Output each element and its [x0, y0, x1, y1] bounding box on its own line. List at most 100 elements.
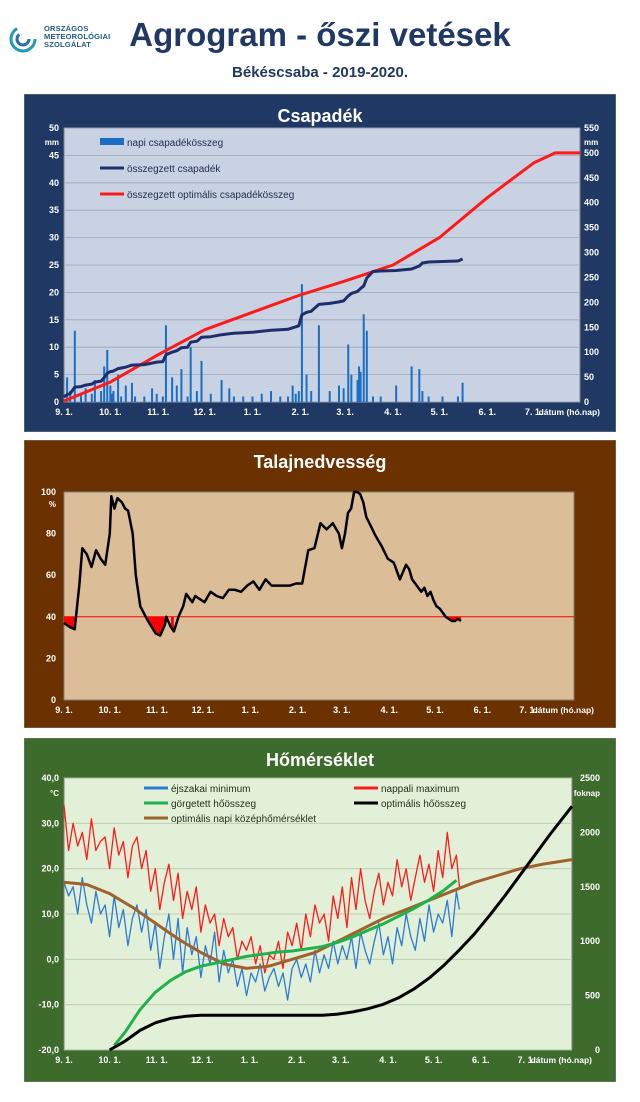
precip-y-tick-label: 35 [49, 205, 59, 215]
temp-y-tick-label: 10,0 [41, 909, 59, 919]
temp-y2-tick-label: 0 [595, 1045, 600, 1055]
precip-daily-bar [79, 393, 82, 402]
temp-x-axis-label: dátum (hó.nap) [531, 1055, 593, 1065]
soil-deficit-area [148, 616, 165, 636]
precip-daily-bar [130, 382, 133, 402]
precip-y-tick-label: 45 [49, 150, 59, 160]
temp-optimal-daily-mean-line [63, 858, 573, 970]
precip-daily-bar [106, 349, 109, 402]
temp-x-tick-label: 6. 1. [472, 1055, 490, 1065]
temp-y-tick-label: -10,0 [38, 1000, 59, 1010]
precip-y-tick-label: 40 [49, 178, 59, 188]
precip-daily-bar [342, 388, 345, 402]
precip-daily-bar [143, 396, 146, 402]
precip-y2-tick-label: 150 [584, 322, 599, 332]
soil-y-tick-label: 60 [46, 570, 56, 580]
precip-daily-bar [359, 371, 362, 402]
soil-x-tick-label: 7. 1. [519, 705, 537, 715]
precip-x-tick-label: 11. 1. [147, 407, 169, 417]
soil-x-tick-label: 6. 1. [474, 705, 492, 715]
precip-daily-bar [180, 369, 183, 402]
precip-y-tick-label: 25 [49, 260, 59, 270]
precip-daily-bar [418, 369, 421, 402]
logo-line-3: SZOLGÁLAT [44, 40, 92, 49]
temp-y2-tick-label: 2500 [580, 773, 600, 783]
precip-legend-label: összegzett optimális csapadékösszeg [127, 190, 294, 201]
precip-daily-bar [220, 380, 223, 402]
temp-legend-label: éjszakai minimum [171, 784, 250, 795]
precip-y-tick-label: 10 [49, 342, 59, 352]
precip-legend-swatch [100, 138, 124, 145]
precip-x-tick-label: 10. 1. [99, 407, 122, 417]
temperature-panel: Hőmérséklet 40,0 30,0 20,0 10,0 0,0 -10,0 -20,0… [23, 737, 617, 1083]
temp-y-tick-label: 20,0 [41, 864, 59, 874]
temp-x-tick-label: 11. 1. [146, 1055, 168, 1065]
soil-y-tick-label: 20 [46, 653, 56, 663]
precip-daily-bar [120, 396, 123, 402]
precip-daily-bar [200, 360, 203, 402]
precip-daily-bar [195, 391, 198, 402]
precip-daily-bar [155, 393, 158, 402]
logo-text: ORSZÁGOS METEOROLÓGIAI SZOLGÁLAT [44, 25, 110, 49]
precip-daily-bar [358, 366, 361, 402]
precip-daily-bar [164, 325, 167, 402]
soil-y-tick-label: 80 [46, 529, 56, 539]
precip-daily-bar [337, 385, 340, 402]
precip-daily-bar [294, 393, 297, 402]
precip-daily-bar [90, 393, 93, 402]
precip-daily-bar [379, 396, 382, 402]
precip-y2-tick-label: 0 [584, 397, 589, 407]
precip-y2-tick-label: 200 [584, 297, 599, 307]
soil-x-tick-label: 12. 1. [192, 705, 215, 715]
temp-legend-label: görgetett hőösszeg [171, 799, 256, 810]
soil-x-tick-label: 10. 1. [99, 705, 122, 715]
temp-y-tick-label: 0,0 [46, 954, 59, 964]
precip-x-tick-label: 3. 1. [336, 407, 354, 417]
precip-optimal-cumulative-line [63, 151, 580, 403]
precip-y2-tick-label: 100 [584, 347, 599, 357]
precip-y-tick-label: 30 [49, 233, 59, 243]
precip-daily-bar [124, 385, 127, 402]
precip-y-tick-label: 5 [54, 370, 59, 380]
precip-daily-bar [66, 377, 69, 402]
temp-x-tick-label: 4. 1. [379, 1055, 397, 1065]
precip-y2-tick-label: 250 [584, 272, 599, 282]
temp-y2-tick-label: 500 [585, 991, 600, 1001]
logo-line-1: ORSZÁGOS [44, 24, 89, 33]
precip-y-tick-label: 15 [49, 315, 59, 325]
page-subtitle: Békéscsaba - 2019-2020. [232, 64, 408, 81]
precip-x-tick-label: 9. 1. [55, 407, 73, 417]
soil-x-tick-label: 5. 1. [426, 705, 444, 715]
soil-x-axis-label: dátum (hó.nap) [533, 705, 595, 715]
precip-cumulative-line [63, 257, 464, 399]
temp-y2-tick-label: 1500 [580, 882, 600, 892]
precip-daily-bar [73, 330, 76, 402]
precip-daily-bar [112, 391, 115, 402]
temp-day-max-line [63, 805, 461, 974]
precip-y2-tick-label: 400 [584, 198, 599, 208]
precip-daily-bar [350, 374, 353, 402]
precip-daily-bar [456, 396, 459, 402]
precip-daily-bar [421, 391, 424, 402]
soil-x-tick-label: 1. 1. [242, 705, 260, 715]
omsz-logo: ORSZÁGOS METEOROLÓGIAI SZOLGÁLAT [8, 20, 128, 60]
temp-legend-label: optimális napi középhőmérséklet [171, 814, 316, 825]
soil-deficit-area [64, 616, 75, 630]
soil-x-tick-label: 3. 1. [333, 705, 351, 715]
precip-daily-bar [305, 374, 308, 402]
temp-optimal-heat-sum-line [108, 805, 574, 1052]
precip-daily-bar [228, 388, 231, 402]
temp-y-tick-label: 30,0 [41, 818, 59, 828]
precip-daily-bar [441, 396, 444, 402]
temp-y2-unit: foknap [574, 789, 600, 798]
precip-legend-label: összegzett csapadék [127, 164, 221, 175]
precip-daily-bar [347, 344, 350, 402]
precip-y2-tick-label: 550 [584, 123, 599, 133]
soil-x-tick-label: 11. 1. [146, 705, 168, 715]
precip-daily-bar [310, 391, 313, 402]
precip-y2-tick-label: 500 [584, 148, 599, 158]
temp-y-unit: °C [50, 789, 59, 798]
precip-daily-bar [279, 396, 282, 402]
precip-daily-bar [395, 385, 398, 402]
temp-x-tick-label: 9. 1. [55, 1055, 73, 1065]
